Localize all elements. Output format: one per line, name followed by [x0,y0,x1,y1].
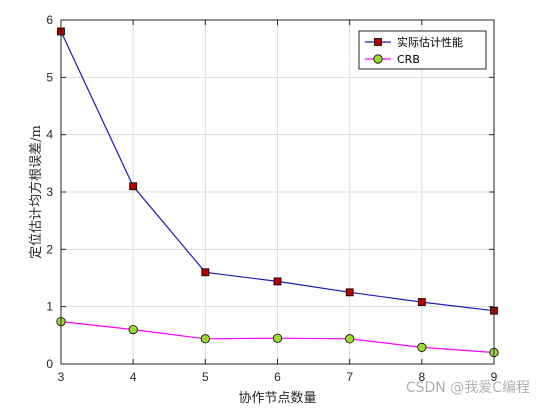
x-tick-label: 6 [274,370,281,384]
y-tick-label: 6 [46,13,53,27]
y-tick-label: 5 [46,70,53,84]
legend-marker-square [374,38,382,46]
y-tick-label: 1 [46,300,53,314]
x-tick-label: 9 [491,370,498,384]
legend-marker-circle [373,54,383,64]
legend-label-0: 实际估计性能 [397,35,463,49]
data-point-circle [345,334,355,344]
data-point-square [273,277,282,286]
y-axis-label: 定位估计均方根误差/m [28,125,44,259]
y-tick-label: 2 [46,242,53,256]
data-point-circle [128,324,138,335]
data-point-circle [200,334,210,344]
x-axis-label: 协作节点数量 [238,391,316,406]
data-point-square [129,182,138,191]
legend-box [358,30,487,70]
y-tick-label: 3 [46,185,53,199]
y-tick-label: 0 [46,357,53,371]
watermark: CSDN @我爱C编程 [406,380,530,396]
legend-label-1: CRB [397,53,420,66]
legend: 实际估计性能 CRB [358,30,487,70]
x-tick-label: 5 [202,370,209,384]
x-tick-label: 3 [58,370,65,384]
x-tick-label: 8 [418,370,425,384]
x-tick-label: 7 [346,370,353,384]
data-point-circle [272,333,283,343]
ticks: 3 4 5 6 7 8 9 0 1 2 3 4 5 6 [46,13,497,384]
y-tick-label: 4 [46,128,53,142]
x-tick-label: 4 [130,370,137,384]
data-point-square [417,298,426,306]
data-point-square [201,268,210,277]
data-point-circle [417,342,427,352]
series-layer [56,27,499,358]
data-point-square [345,288,354,297]
